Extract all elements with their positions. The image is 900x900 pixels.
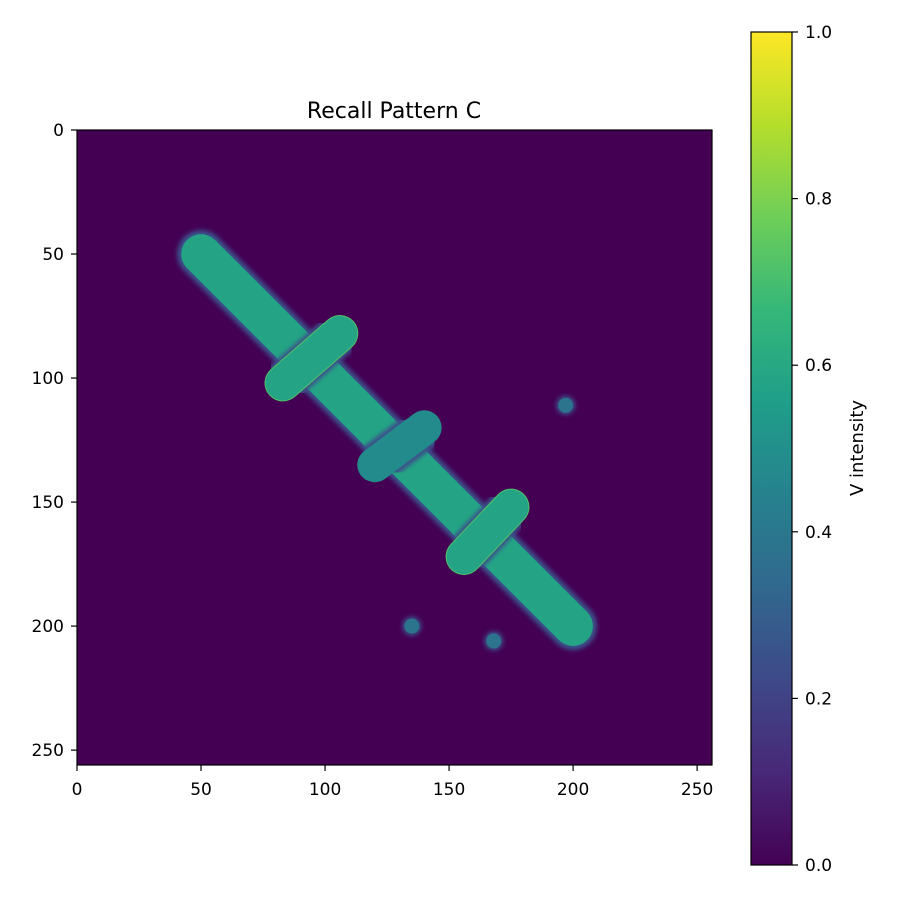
colorbar-gradient (750, 31, 793, 866)
plot-frame (76, 129, 713, 766)
dot-3 (484, 631, 504, 651)
colorbar-tick-label: 0.0 (805, 856, 832, 876)
y-tick-label: 0 (53, 121, 64, 141)
colorbar-tick-label: 0.6 (805, 356, 832, 376)
y-axis: 0 50 100 150 200 250 (32, 121, 77, 761)
cross-bar-middle (353, 406, 446, 487)
x-tick-label: 250 (681, 780, 713, 800)
colorbar-tick-label: 0.8 (805, 190, 832, 210)
heatmap-features (177, 230, 597, 651)
x-tick-label: 50 (190, 780, 212, 800)
x-tick-label: 100 (309, 780, 341, 800)
cross-bar-upper (261, 312, 362, 405)
colorbar: 0.0 0.2 0.4 0.6 0.8 1.0 V intensity (750, 23, 868, 876)
y-tick-label: 100 (32, 369, 64, 389)
x-tick-label: 200 (557, 780, 589, 800)
y-tick-label: 150 (32, 493, 64, 513)
x-tick-label: 0 (72, 780, 83, 800)
x-axis: 0 50 100 150 200 250 (72, 765, 713, 800)
chart-title: Recall Pattern C (307, 99, 481, 124)
cross-bar-lower (442, 485, 533, 579)
colorbar-tick-label: 1.0 (805, 23, 832, 43)
dot-2 (402, 616, 422, 636)
dot-1 (556, 395, 576, 415)
x-tick-label: 150 (433, 780, 465, 800)
colorbar-ticks: 0.0 0.2 0.4 0.6 0.8 1.0 (792, 23, 832, 876)
y-tick-label: 200 (32, 617, 64, 637)
plot-area (76, 129, 713, 766)
colorbar-label: V intensity (847, 400, 868, 496)
colorbar-tick-label: 0.4 (805, 523, 832, 543)
colorbar-tick-label: 0.2 (805, 689, 832, 709)
y-tick-label: 50 (42, 245, 64, 265)
y-tick-label: 250 (32, 741, 64, 761)
